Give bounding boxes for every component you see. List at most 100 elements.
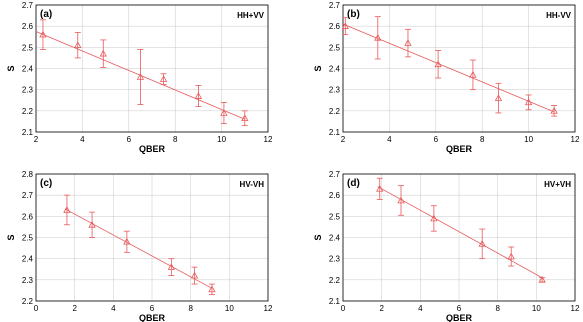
- panel-d-ytick-label-2: 2.3: [329, 255, 341, 264]
- panel-a-point-0: [39, 30, 47, 38]
- panel-a-ytick-label-3: 2.4: [22, 65, 34, 74]
- panel-d-ytick-label-4: 2.5: [329, 212, 341, 221]
- panel-c-point-1: [88, 220, 96, 228]
- panel-b-ylabel: S: [313, 65, 323, 71]
- panel-d-xtick-label-0: 0: [341, 304, 346, 313]
- panel-a-frame: [35, 4, 269, 133]
- panel-b-fit-line: [342, 23, 555, 113]
- panel-d-xtick-label-6: 12: [571, 304, 580, 313]
- panel-b-ytick-label-4: 2.5: [329, 43, 341, 52]
- panel-c-point-2: [123, 237, 131, 245]
- panel-c-ylabel: S: [6, 234, 16, 240]
- panel-d-label: (d): [347, 178, 360, 189]
- panel-c-ytick-label-1: 2.3: [22, 276, 34, 285]
- panel-c-point-5: [208, 285, 216, 293]
- panel-c-point-0: [63, 206, 71, 213]
- panel-d-ytick-label-3: 2.4: [329, 234, 341, 243]
- panel-a-xtick-label-4: 10: [217, 135, 226, 144]
- panel-a-point-7: [241, 114, 249, 122]
- panel-d-point-4: [507, 252, 515, 260]
- panel-a-point-5: [194, 92, 203, 99]
- panel-b-xtick-label-4: 10: [524, 135, 533, 144]
- panel-b: 2 4 6 8 10 12 2.1 2.2 2.3 2.4 2.5 2.6 2.7 QBER S (b) HH-…: [313, 1, 580, 154]
- panel-d-ytick-label-0: 2.1: [329, 297, 341, 306]
- panel-b-legend: HH-VV: [546, 11, 572, 20]
- panel-a-ytick-label-0: 2.1: [22, 128, 34, 137]
- panel-d-point-3: [478, 240, 486, 247]
- panel-a-label: (a): [40, 9, 52, 20]
- panel-b-point-4: [469, 71, 477, 78]
- panel-a-point-3: [136, 73, 145, 80]
- panel-d-legend: HV+VH: [544, 180, 571, 189]
- panel-b-point-6: [524, 98, 533, 106]
- panel-c-xtick-label-2: 4: [111, 304, 116, 313]
- panel-a-point-4: [159, 75, 168, 82]
- panel-b-point-5: [494, 94, 503, 101]
- panel-b-point-3: [434, 60, 442, 68]
- panel-b-xtick-label-0: 2: [341, 135, 346, 144]
- panel-c-ytick-label-4: 2.6: [22, 212, 34, 221]
- panel-c-ytick-label-3: 2.5: [22, 234, 34, 243]
- panel-c-label: (c): [40, 178, 52, 189]
- panel-b-label: (b): [347, 9, 360, 20]
- panel-c-xtick-label-0: 0: [34, 304, 39, 313]
- panel-c-point-3: [167, 263, 176, 270]
- panel-a-ytick-label-4: 2.5: [22, 43, 34, 52]
- panel-a-xtick-label-2: 6: [127, 135, 132, 144]
- panel-b-ytick-label-5: 2.6: [329, 22, 341, 31]
- panel-c-xtick-label-3: 6: [150, 304, 155, 313]
- panel-b-ytick-label-1: 2.2: [329, 107, 341, 116]
- panel-a-xtick-label-0: 2: [34, 135, 39, 144]
- panel-a-point-2: [99, 49, 107, 57]
- panel-c-xtick-label-6: 12: [264, 304, 273, 313]
- panel-d-ytick-label-5: 2.6: [329, 191, 341, 200]
- panel-b-xlabel: QBER: [446, 144, 473, 154]
- panel-b-ytick-label-2: 2.3: [329, 86, 341, 95]
- panel-c-ytick-label-6: 2.8: [22, 170, 34, 179]
- panel-d-xlabel: QBER: [446, 313, 473, 322]
- panel-a-point-6: [220, 109, 228, 116]
- panel-a-point-1: [74, 41, 82, 49]
- panel-c-xtick-label-1: 2: [72, 304, 77, 313]
- panel-d-point-5: [538, 276, 546, 283]
- panel-c-ytick-label-0: 2.2: [22, 297, 34, 306]
- panel-b-point-7: [550, 107, 558, 114]
- panel-d-ytick-label-1: 2.2: [329, 276, 341, 285]
- panel-a-ylabel: S: [6, 65, 16, 71]
- panel-d-fit-line: [377, 186, 543, 279]
- panel-b-xtick-label-3: 8: [480, 135, 485, 144]
- panel-b-point-2: [404, 39, 412, 46]
- panel-b-point-0: [341, 22, 349, 29]
- panel-d-xtick-label-2: 4: [418, 304, 423, 313]
- panel-c-xtick-label-4: 8: [188, 304, 193, 313]
- panel-a: 2 4 6 8 10 12 2.1 2.2 2.3 2.4 2.5 2.6 2.7 QBER S (a) HH+…: [6, 1, 273, 154]
- panel-b-xtick-label-2: 6: [434, 135, 439, 144]
- panel-d-xtick-label-4: 8: [495, 304, 500, 313]
- panel-a-xtick-label-5: 12: [264, 135, 273, 144]
- panel-d-point-1: [397, 196, 405, 204]
- panel-c-xlabel: QBER: [139, 313, 166, 322]
- panel-d-ytick-label-6: 2.7: [329, 170, 341, 179]
- panel-d-point-2: [430, 214, 438, 222]
- panel-a-ytick-label-1: 2.2: [22, 107, 34, 116]
- panel-a-ytick-label-6: 2.7: [22, 1, 34, 10]
- panel-d-point-0: [376, 184, 384, 192]
- panel-a-xtick-label-3: 8: [173, 135, 178, 144]
- panel-b-ytick-label-0: 2.1: [329, 128, 341, 137]
- panel-a-ytick-label-2: 2.3: [22, 86, 34, 95]
- panel-b-point-1: [374, 33, 382, 41]
- panel-b-ytick-label-3: 2.4: [329, 65, 341, 74]
- panel-b-frame: [342, 4, 576, 133]
- panel-d-ylabel: S: [313, 234, 323, 240]
- panel-a-xlabel: QBER: [139, 144, 166, 154]
- panel-a-ytick-label-5: 2.6: [22, 22, 34, 31]
- panel-c-fit-line: [64, 208, 213, 289]
- panel-c-point-4: [190, 271, 199, 279]
- panel-d: 0 2 4 6 8 10 12 2.1 2.2 2.3 2.4 2.5 2.6 2.7 QBER S (d) HV…: [313, 170, 580, 322]
- panel-d-frame: [342, 173, 576, 302]
- panel-c-xtick-label-5: 10: [225, 304, 234, 313]
- panel-c: 0 2 4 6 8 10 12 2.2 2.3 2.4 2.5 2.6 2.7 2.8 QBER S (c) HV…: [6, 170, 273, 322]
- panel-b-xtick-label-1: 4: [387, 135, 392, 144]
- panel-c-legend: HV-VH: [240, 180, 265, 189]
